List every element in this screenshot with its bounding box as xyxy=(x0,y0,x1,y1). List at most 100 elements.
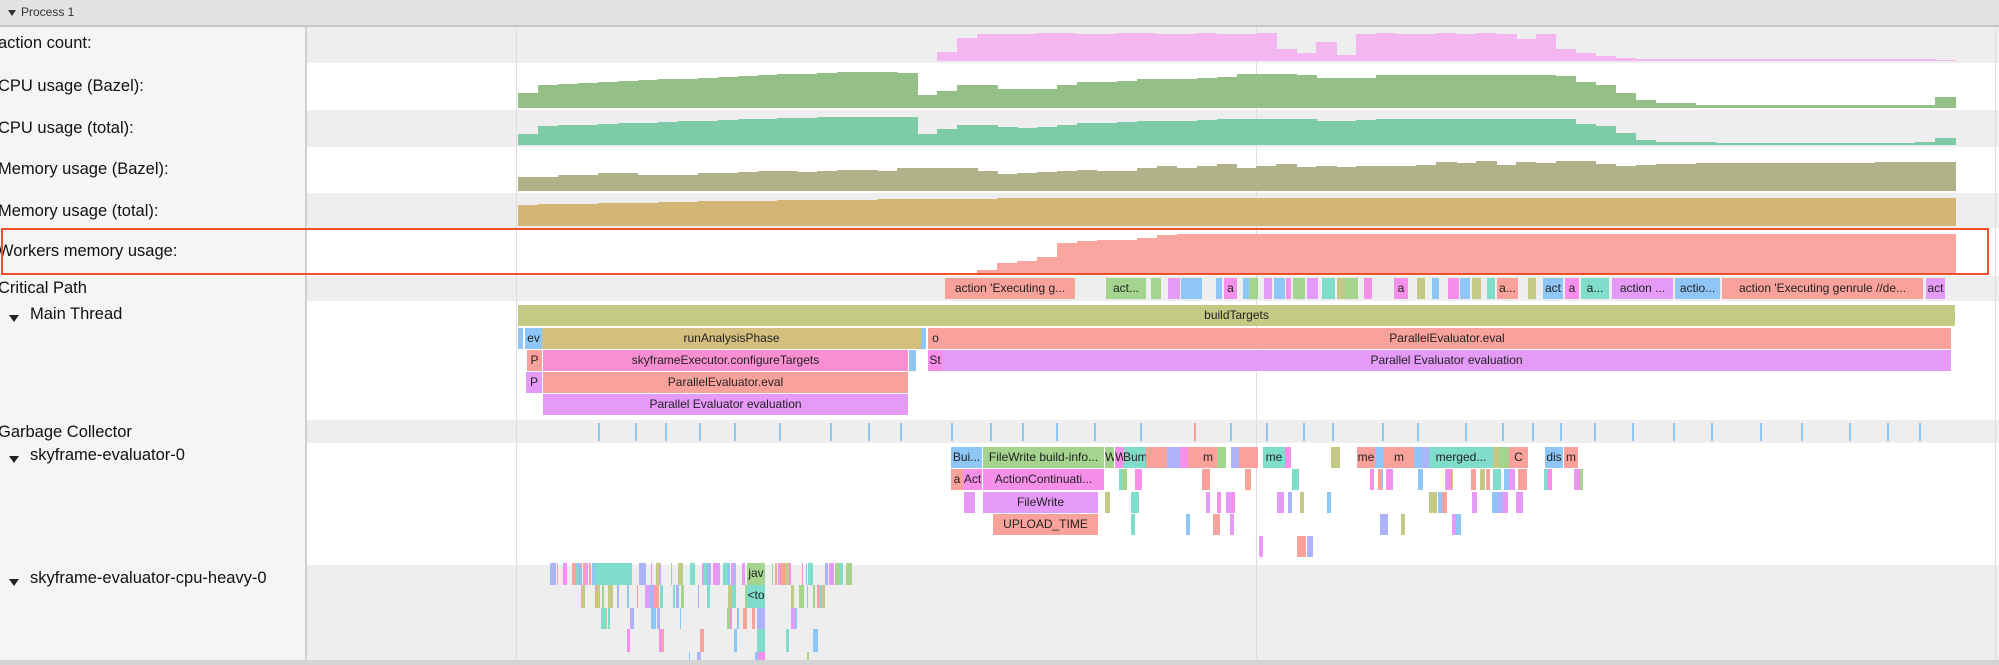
cpu-heavy-slice[interactable] xyxy=(650,563,653,585)
gc-event[interactable] xyxy=(1632,423,1634,441)
critical-path-slice[interactable] xyxy=(1337,278,1345,299)
cpu-heavy-slice[interactable] xyxy=(682,585,684,608)
evaluator-slice[interactable]: merged... xyxy=(1429,447,1493,468)
cpu-heavy-slice[interactable] xyxy=(728,585,732,608)
gc-event[interactable] xyxy=(1302,423,1305,441)
evaluator-slice[interactable]: Act xyxy=(963,469,982,490)
cpu-heavy-slice[interactable] xyxy=(562,563,568,585)
evaluator-slice[interactable] xyxy=(1503,492,1509,513)
process-header[interactable]: Process 1 xyxy=(0,0,1999,27)
gc-event[interactable] xyxy=(698,423,701,441)
evaluator-slice[interactable] xyxy=(1379,514,1389,535)
cpu-heavy-slice[interactable] xyxy=(715,563,721,585)
cpu-heavy-slice[interactable] xyxy=(771,563,774,585)
gc-event[interactable] xyxy=(1094,423,1097,441)
critical-path-slice[interactable]: a... xyxy=(1497,278,1518,299)
evaluator-slice[interactable] xyxy=(1452,514,1457,535)
cpu-heavy-slice[interactable] xyxy=(643,563,647,585)
critical-path-slice[interactable]: action 'Executing g... xyxy=(945,278,1075,299)
cpu-heavy-slice[interactable] xyxy=(688,652,691,660)
evaluator-slice[interactable]: m xyxy=(1199,447,1217,468)
gc-event[interactable] xyxy=(1464,423,1467,441)
cpu-heavy-slice[interactable] xyxy=(680,608,682,629)
cpu-heavy-slice[interactable] xyxy=(829,563,835,585)
critical-path-slice[interactable]: act... xyxy=(1106,278,1146,299)
evaluator-slice[interactable] xyxy=(1493,469,1502,490)
main-thread-slice[interactable]: buildTargets xyxy=(518,305,1955,326)
cpu-heavy-slice[interactable] xyxy=(589,563,592,585)
evaluator-slice[interactable] xyxy=(1445,469,1453,490)
main-thread-slice[interactable]: P xyxy=(527,350,542,371)
gc-event[interactable] xyxy=(1800,423,1803,441)
cpu-heavy-slice[interactable] xyxy=(727,563,730,585)
gc-event[interactable] xyxy=(634,423,637,441)
evaluator-slice[interactable] xyxy=(1491,492,1498,513)
evaluator-slice[interactable] xyxy=(1122,469,1128,490)
cpu-heavy-slice[interactable] xyxy=(712,563,717,585)
cpu-heavy-slice[interactable] xyxy=(596,585,600,608)
critical-path-slice[interactable] xyxy=(1307,278,1318,299)
evaluator-slice[interactable] xyxy=(1225,492,1233,513)
cpu-heavy-slice[interactable] xyxy=(564,563,567,585)
cpu-heavy-slice[interactable] xyxy=(645,585,650,608)
cpu-heavy-slice[interactable] xyxy=(733,629,738,652)
cpu-heavy-slice[interactable] xyxy=(697,652,702,660)
cpu-heavy-slice[interactable] xyxy=(822,585,826,608)
evaluator-slice[interactable] xyxy=(1216,492,1222,513)
cpu-heavy-slice[interactable] xyxy=(697,585,700,608)
cpu-heavy-slice[interactable] xyxy=(607,608,610,629)
cpu-heavy-slice[interactable] xyxy=(702,563,704,585)
evaluator-slice[interactable] xyxy=(1377,469,1382,490)
cpu-heavy-slice[interactable] xyxy=(673,585,675,608)
critical-path-slice[interactable] xyxy=(1286,278,1291,299)
evaluator-slice[interactable]: a xyxy=(951,469,963,490)
evaluator-slice[interactable] xyxy=(1471,469,1476,490)
cpu-heavy-slice[interactable] xyxy=(787,563,792,585)
cpu-heavy-slice[interactable] xyxy=(690,563,695,585)
cpu-heavy-slice[interactable] xyxy=(798,585,804,608)
cpu-heavy-slice[interactable]: <to xyxy=(747,585,765,608)
critical-path-slice[interactable]: act xyxy=(1926,278,1945,299)
evaluator-slice[interactable] xyxy=(1188,447,1199,468)
cpu-heavy-slice[interactable] xyxy=(813,629,819,652)
main-thread-slice[interactable]: Parallel Evaluator evaluation xyxy=(942,350,1951,371)
critical-path-slice[interactable] xyxy=(1243,278,1249,299)
evaluator-slice[interactable] xyxy=(1471,492,1477,513)
main-thread-slice[interactable]: St xyxy=(928,350,942,371)
cpu-heavy-slice[interactable] xyxy=(700,629,704,652)
evaluator-slice[interactable] xyxy=(1375,447,1384,468)
critical-path-slice[interactable]: actio... xyxy=(1675,278,1720,299)
evaluator-slice[interactable] xyxy=(1300,492,1305,513)
cpu-heavy-slice[interactable] xyxy=(757,629,765,652)
cpu-heavy-slice[interactable] xyxy=(839,563,843,585)
critical-path-slice[interactable] xyxy=(1168,278,1180,299)
gc-event[interactable] xyxy=(778,423,781,441)
gc-event[interactable] xyxy=(1849,423,1852,441)
cpu-heavy-slice[interactable]: jav xyxy=(747,563,765,585)
main-thread-slice[interactable] xyxy=(518,328,523,349)
evaluator-slice[interactable]: dis xyxy=(1545,447,1563,468)
gc-event[interactable] xyxy=(1381,423,1384,441)
cpu-heavy-slice[interactable] xyxy=(580,585,583,608)
cpu-heavy-slice[interactable] xyxy=(601,585,605,608)
cpu-heavy-slice[interactable] xyxy=(807,652,809,660)
evaluator-slice[interactable] xyxy=(1495,492,1504,513)
cpu-heavy-slice[interactable] xyxy=(791,608,796,629)
critical-path-slice[interactable] xyxy=(1216,278,1222,299)
evaluator-slice[interactable]: m xyxy=(1384,447,1414,468)
evaluator-slice[interactable] xyxy=(1185,514,1191,535)
track-area[interactable] xyxy=(307,565,1999,660)
evaluator-slice[interactable] xyxy=(1486,469,1491,490)
evaluator-slice[interactable]: me xyxy=(1263,447,1285,468)
cpu-heavy-slice[interactable] xyxy=(723,563,728,585)
evaluator-slice[interactable] xyxy=(1428,492,1438,513)
cpu-heavy-slice[interactable] xyxy=(834,563,838,585)
cpu-heavy-slice[interactable] xyxy=(591,563,596,585)
evaluator-slice[interactable] xyxy=(1201,469,1211,490)
cpu-heavy-slice[interactable] xyxy=(607,585,613,608)
gc-event[interactable] xyxy=(1532,423,1535,441)
gc-event[interactable] xyxy=(734,423,737,441)
evaluator-slice[interactable] xyxy=(1455,514,1461,535)
evaluator-slice[interactable] xyxy=(1493,447,1499,468)
collapse-triangle-icon[interactable] xyxy=(8,10,16,16)
